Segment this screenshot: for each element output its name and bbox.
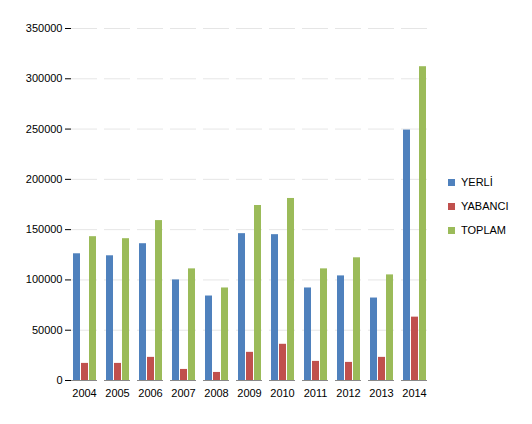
- svg-text:2011: 2011: [304, 387, 328, 399]
- svg-text:100000: 100000: [26, 273, 63, 285]
- svg-text:200000: 200000: [26, 173, 63, 185]
- svg-text:2007: 2007: [171, 387, 195, 399]
- svg-text:2009: 2009: [237, 387, 261, 399]
- svg-text:350000: 350000: [26, 22, 63, 34]
- svg-text:2014: 2014: [402, 387, 426, 399]
- svg-text:2010: 2010: [270, 387, 294, 399]
- svg-text:0: 0: [56, 374, 62, 386]
- html-text:YERLİ: YERLİ: [461, 176, 493, 188]
- html-text:YABANCI: YABANCI: [461, 200, 509, 212]
- svg-text:50000: 50000: [32, 324, 63, 336]
- svg-text:150000: 150000: [26, 223, 63, 235]
- svg-text:2005: 2005: [105, 387, 129, 399]
- svg-text:250000: 250000: [26, 123, 63, 135]
- html-text:TOPLAM: TOPLAM: [461, 224, 506, 236]
- svg-text:2013: 2013: [369, 387, 393, 399]
- svg-text:300000: 300000: [26, 72, 63, 84]
- svg-text:2008: 2008: [204, 387, 228, 399]
- svg-text:2012: 2012: [336, 387, 360, 399]
- svg-text:2006: 2006: [138, 387, 162, 399]
- svg-text:2004: 2004: [72, 387, 96, 399]
